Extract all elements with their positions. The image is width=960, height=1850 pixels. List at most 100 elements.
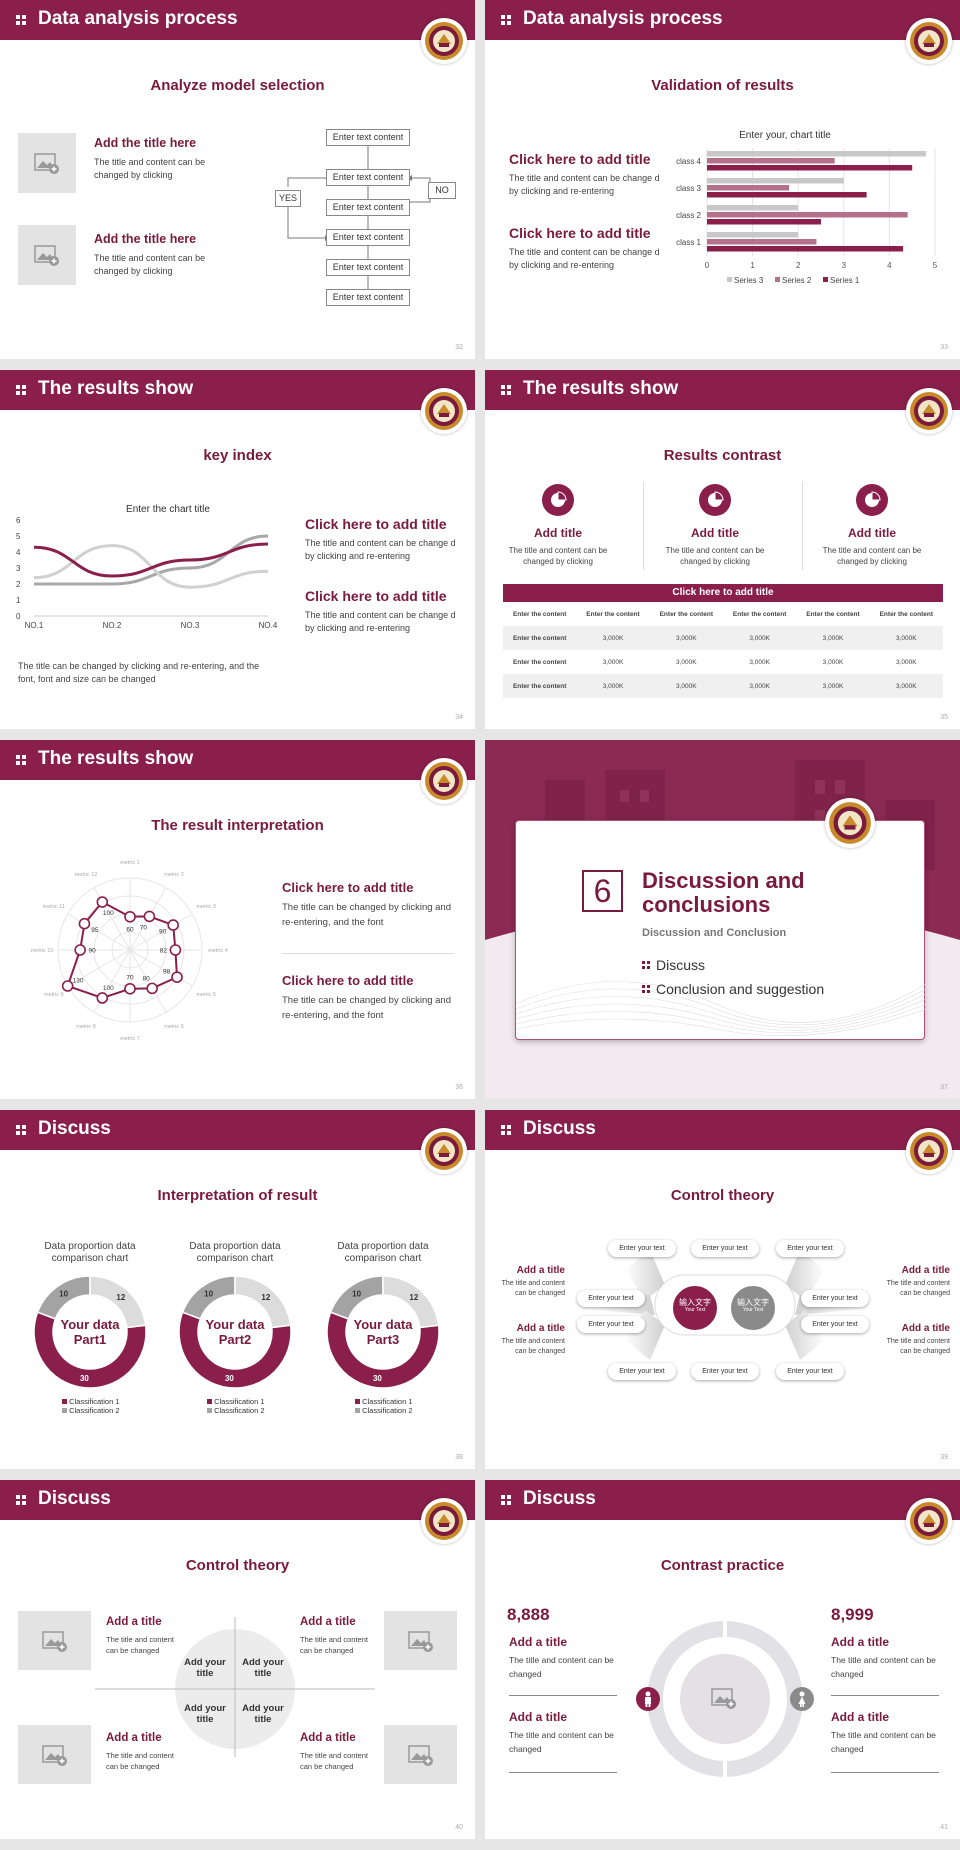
image-placeholder[interactable]	[384, 1611, 457, 1670]
table-header-row: Enter the content Enter the content Ente…	[503, 602, 943, 626]
table-row: Enter the content 3,000K 3,000K 3,000K 3…	[503, 674, 943, 698]
university-logo	[421, 18, 467, 64]
university-logo	[421, 388, 467, 434]
slide-36[interactable]: The results show The result interpretati…	[0, 740, 475, 1099]
x-tick-label: 5	[933, 261, 938, 270]
flow-box[interactable]: Enter text content	[326, 289, 410, 306]
image-placeholder[interactable]	[18, 133, 76, 193]
table-cell: 3,000K	[896, 682, 917, 690]
side-title: Add a title	[516, 1323, 565, 1334]
table-cell: 3,000K	[749, 634, 770, 642]
bullet-label: Discuss	[656, 957, 706, 973]
donut-center-label: Your data Part2	[195, 1317, 275, 1348]
slide-header: Discuss	[0, 1480, 475, 1520]
slide-40[interactable]: Discuss Control theory Add your title Ad…	[0, 1480, 475, 1839]
side-body: The title and content can be changed	[501, 1338, 565, 1355]
table-cell: 3,000K	[822, 634, 844, 642]
table-cell: Enter the content	[512, 634, 567, 642]
donut-chart: 30 10 12	[33, 1275, 147, 1389]
item-title: Add the title here	[94, 136, 197, 150]
table-cell: Enter the content	[512, 682, 567, 690]
slide-35[interactable]: The results show Results contrast Add ti…	[485, 370, 960, 729]
text-pill[interactable]: Enter your text	[691, 1240, 759, 1257]
donut-title: Data proportion data comparison chart	[189, 1241, 281, 1264]
donut-value-label: 10	[59, 1290, 68, 1299]
text-pill[interactable]: Enter your text	[776, 1363, 844, 1380]
text-pill[interactable]: Enter your text	[776, 1240, 844, 1257]
image-placeholder[interactable]	[18, 225, 76, 285]
image-placeholder[interactable]	[711, 1686, 739, 1712]
legend-swatch	[62, 1399, 67, 1404]
x-tick-label: 3	[842, 261, 847, 270]
page-number: 41	[940, 1824, 948, 1831]
slide-34[interactable]: The results show key index Enter the cha…	[0, 370, 475, 729]
image-placeholder[interactable]	[18, 1725, 91, 1784]
col-body: The title and content can be changed by …	[822, 546, 922, 567]
donut-value-label: 30	[225, 1374, 234, 1383]
flow-box[interactable]: Enter text content	[326, 129, 410, 146]
slide-39[interactable]: Discuss Control theory 输入文字 Your Text 输入文…	[485, 1110, 960, 1469]
radar-point	[96, 992, 109, 1004]
flow-box[interactable]: Enter text content	[326, 199, 410, 216]
radar-value-label: 90	[159, 929, 167, 936]
center-en-text: Your Text	[684, 1306, 706, 1313]
legend-swatch	[62, 1408, 67, 1413]
item-title: Add a title	[106, 1732, 162, 1744]
item-body: The title and content can be changed	[831, 1730, 936, 1754]
radar-axis-label: metric 10	[31, 948, 54, 954]
text-pill[interactable]: Enter your text	[801, 1290, 869, 1307]
radar-point	[74, 944, 86, 956]
text-pill[interactable]: Enter your text	[608, 1240, 676, 1257]
col-title: Add title	[848, 526, 896, 540]
slide-32[interactable]: Data analysis process Analyze model sele…	[0, 0, 475, 359]
radar-value-label: 130	[73, 978, 84, 985]
text-pill[interactable]: Enter your text	[801, 1316, 869, 1333]
text-pill[interactable]: Enter your text	[691, 1363, 759, 1380]
x-tick-label: 1	[750, 261, 755, 270]
grid-dots-icon	[501, 385, 511, 395]
slide-41[interactable]: Discuss Contrast practice 8,888 Add a ti…	[485, 1480, 960, 1839]
col-body: The title and content can be changed by …	[665, 546, 765, 567]
flow-box[interactable]: Enter text content	[326, 229, 410, 246]
radar-axis-label: metric 12	[75, 872, 98, 878]
flow-box[interactable]: Enter text content	[326, 169, 410, 186]
item-title: Click here to add title	[305, 516, 447, 532]
legend-label: Series 3	[734, 276, 764, 285]
slide-33[interactable]: Data analysis process Validation of resu…	[485, 0, 960, 359]
image-placeholder[interactable]	[384, 1725, 457, 1784]
slide-38[interactable]: Discuss Interpretation of result Data pr…	[0, 1110, 475, 1469]
divider	[831, 1772, 939, 1773]
image-placeholder[interactable]	[18, 1611, 91, 1670]
radar-point	[171, 971, 183, 983]
item-body: The title and content can be changed	[300, 1635, 368, 1655]
radar-axis-label: metric 6	[164, 1024, 184, 1030]
item-title: Add the title here	[94, 232, 197, 246]
radar-value-label: 80	[143, 975, 151, 982]
radar-spoke	[67, 913, 131, 951]
donut-value-label: 12	[116, 1293, 125, 1302]
university-logo	[906, 388, 952, 434]
y-category-label: class 4	[676, 157, 701, 166]
radar-axis-label: metric 5	[196, 992, 216, 998]
header-title: Data analysis process	[523, 8, 723, 29]
radar-point	[124, 982, 136, 995]
text-pill[interactable]: Enter your text	[577, 1290, 645, 1307]
donut-slice	[33, 1311, 147, 1389]
donut-center-line-2: Part1	[73, 1331, 107, 1347]
y-tick-label: 3	[16, 564, 21, 573]
male-icon	[636, 1687, 660, 1711]
item-title: Add a title	[300, 1616, 356, 1628]
radar-value-label: 90	[89, 948, 97, 955]
table-cell: 3,000K	[749, 682, 770, 690]
text-pill[interactable]: Enter your text	[577, 1316, 645, 1333]
grid-dots-icon	[501, 15, 511, 25]
item-body: The title and content can be change d by…	[305, 610, 456, 633]
legend-label: Classification 1	[214, 1397, 265, 1406]
center-cn-text: 输入文字	[679, 1298, 711, 1307]
grid-dots-icon	[16, 1125, 26, 1135]
quadrant-label: Add your title	[242, 1657, 284, 1680]
text-pill[interactable]: Enter your text	[608, 1363, 676, 1380]
donut-slice	[326, 1311, 440, 1389]
flow-box[interactable]: Enter text content	[326, 259, 410, 276]
slide-37[interactable]: 6 Discussion and conclusions Discussion …	[485, 740, 960, 1099]
